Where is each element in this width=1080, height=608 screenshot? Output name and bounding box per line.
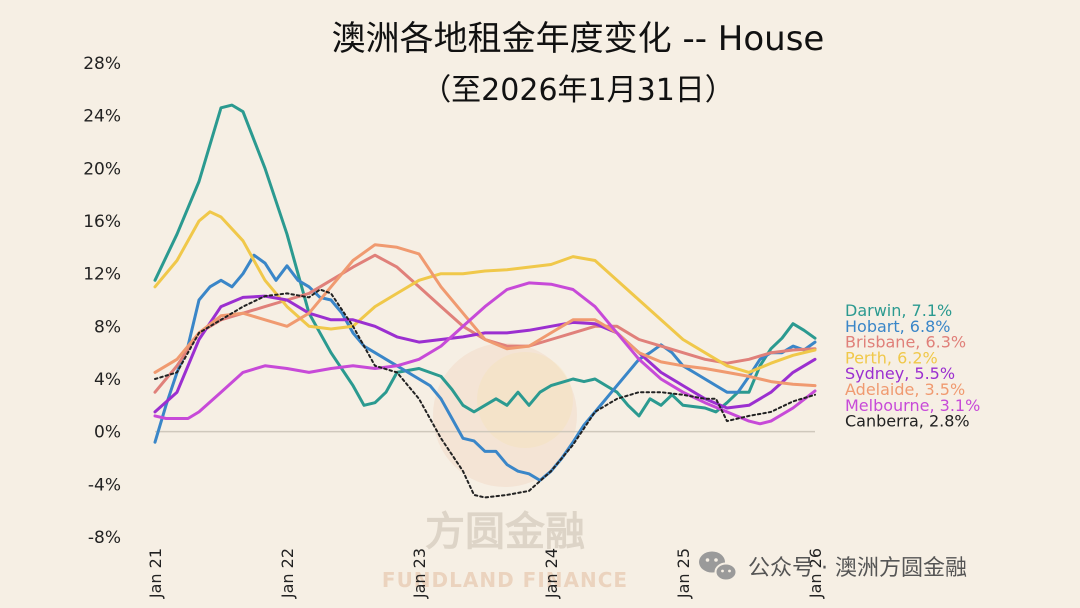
- wechat-footer: 公众号 · 澳洲方圆金融: [699, 551, 967, 582]
- wechat-label: 公众号 · 澳洲方圆金融: [748, 556, 967, 581]
- series-group: [153, 103, 817, 499]
- x-tick-label: Jan 21: [146, 548, 165, 599]
- y-tick-label: 24%: [83, 107, 121, 127]
- y-tick-label: -8%: [88, 528, 121, 548]
- legend-adelaide: Adelaide, 3.5%: [845, 380, 965, 399]
- y-tick-label: 4%: [94, 370, 121, 390]
- legend-darwin: Darwin, 7.1%: [845, 301, 952, 320]
- series-line-hobart: [153, 253, 817, 482]
- legend: Darwin, 7.1%Hobart, 6.8%Brisbane, 6.3%Pe…: [845, 301, 980, 431]
- x-tick-label: Jan 24: [542, 548, 561, 599]
- x-tick-label: Jan 23: [410, 548, 429, 599]
- legend-perth: Perth, 6.2%: [845, 348, 938, 367]
- y-tick-label: -4%: [88, 475, 121, 495]
- watermark: 方圆金融 FUNDLAND FINANCE: [382, 343, 628, 592]
- x-tick-label: Jan 26: [806, 548, 825, 599]
- chart-title: 澳洲各地租金年度变化 -- House: [332, 19, 825, 59]
- series-line-perth: [153, 210, 817, 374]
- legend-brisbane: Brisbane, 6.3%: [845, 333, 966, 352]
- series-line-adelaide: [153, 243, 817, 388]
- watermark-sub: FUNDLAND FINANCE: [382, 568, 628, 592]
- legend-sydney: Sydney, 5.5%: [845, 364, 955, 383]
- y-tick-label: 12%: [83, 265, 121, 285]
- legend-melbourne: Melbourne, 3.1%: [845, 396, 980, 415]
- x-tick-label: Jan 22: [278, 548, 297, 599]
- y-tick-label: 28%: [83, 54, 121, 74]
- x-tick-label: Jan 25: [674, 548, 693, 599]
- y-tick-label: 8%: [94, 317, 121, 337]
- chart-subtitle: （至2026年1月31日）: [421, 73, 735, 108]
- wechat-icon: [699, 551, 738, 582]
- y-axis: -8% -4% 0% 4% 8% 12% 16% 20% 24% 28%: [83, 54, 121, 548]
- y-tick-label: 16%: [83, 212, 121, 232]
- x-axis: Jan 21 Jan 22 Jan 23 Jan 24 Jan 25 Jan 26: [146, 548, 825, 599]
- series-line-canberra: [154, 288, 816, 499]
- y-tick-label: 0%: [94, 423, 121, 443]
- legend-canberra: Canberra, 2.8%: [845, 412, 970, 431]
- watermark-main: 方圆金融: [425, 509, 585, 555]
- legend-hobart: Hobart, 6.8%: [845, 317, 950, 336]
- series-line-melbourne: [153, 281, 817, 426]
- watermark-logo-circle: [433, 343, 577, 487]
- y-tick-label: 20%: [83, 159, 121, 179]
